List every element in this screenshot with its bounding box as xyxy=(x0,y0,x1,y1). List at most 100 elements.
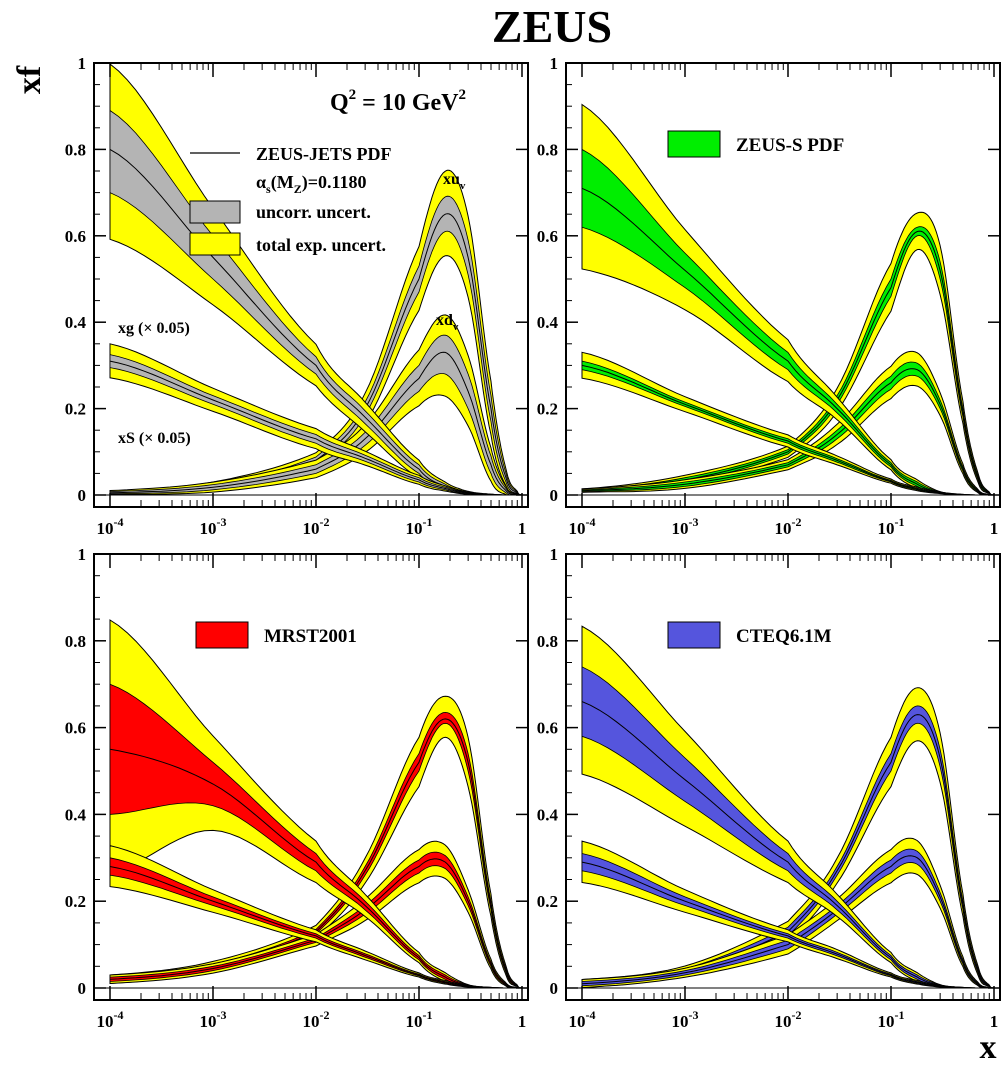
x-tick-exp: -2 xyxy=(320,515,330,529)
xuv-sub: v xyxy=(460,180,466,192)
x-tick-base: 10 xyxy=(406,1012,423,1031)
y-tick-label: 0.8 xyxy=(537,632,558,651)
x-tick-label: 10-3 xyxy=(672,1008,699,1031)
x-axis-label: x xyxy=(980,1029,997,1066)
xdv-sub: v xyxy=(453,321,459,333)
x-tick-base: 10 xyxy=(878,1012,895,1031)
scale-unit-sup: 2 xyxy=(459,87,467,103)
y-tick-label: 0.4 xyxy=(65,805,87,824)
x-tick-label: 1 xyxy=(990,1012,999,1031)
x-tick-exp: -3 xyxy=(217,515,227,529)
comparison-legend-label: CTEQ6.1M xyxy=(736,626,832,647)
x-tick-base: 10 xyxy=(775,1012,792,1031)
xuv-label: xuv xyxy=(443,171,466,192)
central-line-3 xyxy=(109,866,522,989)
x-tick-label: 10-2 xyxy=(775,1008,802,1031)
x-tick-exp: -2 xyxy=(320,1008,330,1022)
central-line-3 xyxy=(581,364,994,496)
x-tick-base: 10 xyxy=(303,519,320,538)
comparison-legend-label: MRST2001 xyxy=(264,626,357,647)
figure-title: ZEUS xyxy=(492,1,612,52)
x-tick-label: 10-1 xyxy=(406,1008,433,1031)
alpha-s-mid: (M xyxy=(271,172,294,193)
y-tick-label: 0 xyxy=(78,486,87,505)
y-tick-label: 0.6 xyxy=(537,719,558,738)
x-tick-label: 10-3 xyxy=(200,515,227,538)
y-tick-label: 0 xyxy=(550,979,559,998)
y-tick-label: 0 xyxy=(78,979,87,998)
y-tick-label: 0.2 xyxy=(65,400,86,419)
x-tick-base: 10 xyxy=(406,519,423,538)
y-axis-label: xf xyxy=(11,65,48,94)
x-tick-base: 1 xyxy=(990,519,999,538)
x-tick-label: 1 xyxy=(518,1012,527,1031)
central-line-1 xyxy=(581,368,994,496)
alpha-s-sub: s xyxy=(266,182,271,196)
x-tick-base: 1 xyxy=(518,1012,527,1031)
central-line-1 xyxy=(581,855,994,989)
y-tick-label: 0.8 xyxy=(65,632,86,651)
comparison-legend-swatch xyxy=(667,621,721,649)
x-tick-label: 10-1 xyxy=(406,515,433,538)
y-tick-label: 0.8 xyxy=(65,140,86,159)
central-line-0 xyxy=(581,230,995,496)
y-tick-label: 1 xyxy=(78,545,87,564)
x-tick-base: 10 xyxy=(569,519,586,538)
x-tick-base: 1 xyxy=(990,1012,999,1031)
comparison-legend-label: ZEUS-S PDF xyxy=(736,135,844,156)
x-tick-base: 1 xyxy=(518,519,527,538)
y-tick-label: 0.6 xyxy=(65,719,86,738)
comparison-legend-swatch xyxy=(667,130,721,158)
y-tick-label: 0.6 xyxy=(537,227,558,246)
xg-label: xg (× 0.05) xyxy=(118,320,190,337)
x-tick-base: 10 xyxy=(97,1012,114,1031)
x-tick-exp: -4 xyxy=(114,515,124,529)
x-tick-label: 10-2 xyxy=(303,515,330,538)
x-tick-label: 10-4 xyxy=(97,1008,124,1031)
x-tick-exp: -1 xyxy=(423,515,433,529)
central-line-3 xyxy=(581,861,994,989)
y-tick-label: 1 xyxy=(78,54,87,73)
y-tick-label: 0.2 xyxy=(537,400,558,419)
x-tick-exp: -3 xyxy=(689,1008,699,1022)
x-tick-exp: -4 xyxy=(114,1008,124,1022)
x-tick-base: 10 xyxy=(569,1012,586,1031)
x-tick-base: 10 xyxy=(672,519,689,538)
y-tick-label: 0.2 xyxy=(65,892,86,911)
y-tick-label: 0.8 xyxy=(537,140,558,159)
y-tick-label: 1 xyxy=(550,54,559,73)
scale-q: Q xyxy=(330,90,349,116)
x-tick-label: 10-3 xyxy=(200,1008,227,1031)
central-line-1 xyxy=(109,858,522,989)
x-tick-label: 10-1 xyxy=(878,515,905,538)
x-tick-label: 10-3 xyxy=(672,515,699,538)
x-tick-exp: -2 xyxy=(792,515,802,529)
scale-label: Q2 = 10 GeV2 xyxy=(330,87,466,116)
x-tick-label: 10-4 xyxy=(569,515,596,538)
x-tick-base: 10 xyxy=(200,519,217,538)
x-tick-base: 10 xyxy=(878,519,895,538)
x-tick-exp: -1 xyxy=(423,1008,433,1022)
x-tick-label: 1 xyxy=(990,519,999,538)
alpha-s-value: )=0.1180 xyxy=(302,172,367,193)
x-tick-label: 10-4 xyxy=(97,515,124,538)
xuv-text: xu xyxy=(443,171,460,188)
x-tick-base: 10 xyxy=(200,1012,217,1031)
x-tick-exp: -1 xyxy=(895,1008,905,1022)
alpha-s-sub2: Z xyxy=(294,182,302,196)
uncorr-legend-label: uncorr. uncert. xyxy=(256,202,371,222)
xdv-label: xdv xyxy=(436,312,459,333)
central-line-1 xyxy=(109,351,522,496)
alpha-s-symbol: α xyxy=(256,172,266,192)
y-tick-label: 1 xyxy=(550,545,559,564)
x-tick-label: 1 xyxy=(518,519,527,538)
y-tick-label: 0.4 xyxy=(537,313,559,332)
central-line-3 xyxy=(109,360,522,496)
y-tick-label: 0.4 xyxy=(537,805,559,824)
